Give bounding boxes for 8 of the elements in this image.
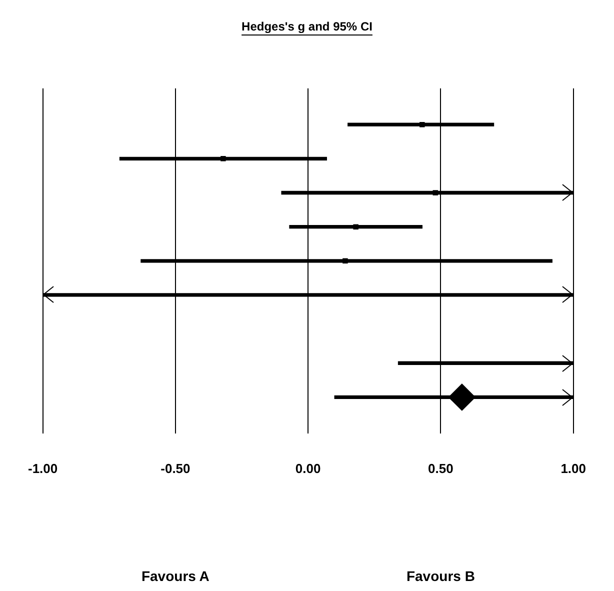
x-tick-label: 0.00 xyxy=(295,460,321,476)
x-tick-label: 0.50 xyxy=(428,460,454,476)
x-tick-label: -1.00 xyxy=(28,460,58,476)
text: Favours A xyxy=(141,568,210,584)
text: Favours B xyxy=(406,568,475,584)
chart-title: Hedges's g and 95% CI xyxy=(242,20,372,34)
x-tick-label: -0.50 xyxy=(160,460,190,476)
x-tick-label: 1.00 xyxy=(560,460,586,476)
